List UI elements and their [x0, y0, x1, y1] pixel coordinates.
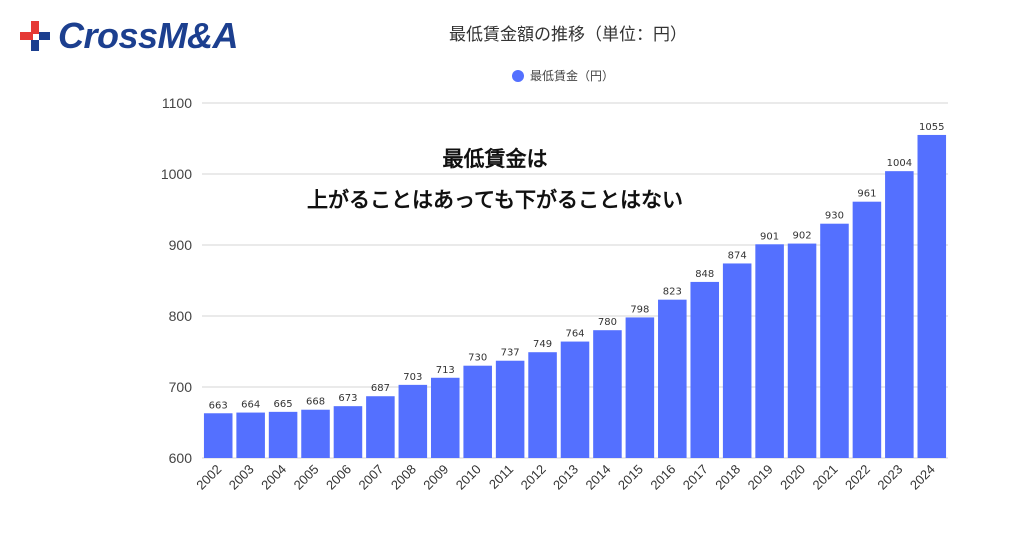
y-tick-label: 600: [169, 450, 193, 466]
y-tick-label: 1000: [161, 166, 192, 182]
data-label: 663: [209, 400, 228, 411]
y-tick-label: 700: [169, 379, 193, 395]
bar: [690, 281, 720, 458]
annotation-line-1: 最低賃金は: [443, 147, 548, 171]
x-axis: 2002 2003 2004 2005 2006 2007 2008 2009 2010 2011…: [193, 462, 938, 493]
x-tick-label: 2019: [745, 462, 776, 493]
data-label: 673: [338, 393, 357, 404]
legend: 最低賃金（円）: [512, 68, 614, 83]
y-tick-label: 800: [169, 308, 193, 324]
data-label: 730: [468, 353, 487, 364]
data-label: 713: [436, 365, 455, 376]
bar: [301, 409, 330, 458]
bar: [852, 201, 882, 458]
bars: 663 664 665 668 673 687 703 713 730 737 749 764 780 7…: [203, 122, 947, 458]
legend-marker: [512, 70, 524, 82]
data-label: 1055: [919, 122, 944, 133]
x-tick-label: 2022: [842, 462, 873, 493]
data-label: 687: [371, 383, 390, 394]
bar: [463, 365, 492, 458]
bar: [236, 412, 265, 458]
bar: [366, 396, 395, 458]
x-tick-label: 2002: [193, 462, 224, 493]
bar: [528, 352, 557, 458]
x-tick-label: 2021: [810, 462, 841, 493]
brand-logo: CrossM&A: [18, 15, 239, 56]
x-tick-label: 2009: [420, 462, 451, 493]
logo-text: CrossM&A: [58, 15, 239, 56]
y-tick-label: 1100: [162, 95, 192, 111]
annotation-line-2: 上がることはあっても下がることはない: [307, 188, 683, 212]
bar: [398, 384, 428, 458]
data-label: 961: [857, 189, 876, 200]
data-label: 901: [760, 231, 779, 242]
chart-title: 最低賃金額の推移（単位：円）: [449, 25, 687, 45]
x-tick-label: 2003: [226, 462, 257, 493]
data-label: 874: [728, 250, 747, 261]
data-label: 665: [274, 399, 293, 410]
bar: [593, 330, 622, 458]
data-label: 798: [630, 304, 649, 315]
data-label: 703: [403, 372, 422, 383]
data-label: 823: [663, 287, 682, 298]
bar: [430, 377, 460, 458]
data-label: 764: [565, 329, 584, 340]
data-label: 749: [533, 339, 552, 350]
x-tick-label: 2023: [874, 462, 905, 493]
bar: [787, 243, 817, 458]
x-tick-label: 2013: [550, 462, 581, 493]
bar: [755, 244, 784, 458]
cross-plus-icon: [20, 21, 50, 51]
bar: [268, 411, 298, 458]
bar: [203, 413, 233, 458]
data-label: 1004: [887, 158, 912, 169]
x-tick-label: 2016: [647, 462, 678, 493]
bar: [560, 341, 590, 458]
bar: [658, 299, 687, 458]
x-tick-label: 2006: [323, 462, 354, 493]
x-tick-label: 2010: [453, 462, 484, 493]
x-tick-label: 2015: [615, 462, 646, 493]
bar: [820, 223, 849, 458]
x-tick-label: 2024: [907, 462, 938, 493]
x-tick-label: 2020: [777, 462, 808, 493]
bar: [495, 360, 525, 458]
bar: [885, 171, 914, 458]
data-label: 930: [825, 211, 844, 222]
data-label: 902: [792, 231, 811, 242]
x-tick-label: 2011: [486, 462, 516, 492]
x-tick-label: 2004: [258, 462, 289, 493]
data-label: 664: [241, 400, 260, 411]
bar: [333, 406, 363, 458]
data-label: 737: [501, 348, 520, 359]
x-tick-label: 2014: [582, 462, 613, 493]
x-tick-label: 2018: [712, 462, 743, 493]
x-tick-label: 2008: [388, 462, 419, 493]
x-tick-label: 2012: [518, 462, 549, 493]
x-tick-label: 2017: [680, 462, 711, 493]
x-tick-label: 2005: [291, 462, 322, 493]
data-label: 668: [306, 397, 325, 408]
data-label: 780: [598, 317, 617, 328]
data-label: 848: [695, 269, 714, 280]
legend-label: 最低賃金（円）: [530, 68, 614, 83]
bar: [917, 134, 947, 458]
y-tick-label: 900: [169, 237, 193, 253]
annotation: 最低賃金は 上がることはあっても下がることはない: [307, 147, 683, 212]
y-axis: 600 700 800 900 1000 1100: [161, 95, 192, 466]
bar: [722, 263, 752, 458]
bar: [625, 317, 655, 458]
x-tick-label: 2007: [355, 462, 386, 493]
